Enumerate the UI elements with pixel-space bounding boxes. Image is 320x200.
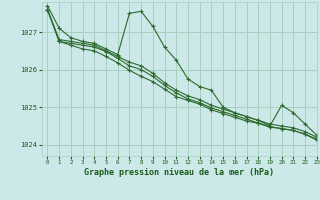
X-axis label: Graphe pression niveau de la mer (hPa): Graphe pression niveau de la mer (hPa) — [84, 168, 274, 177]
